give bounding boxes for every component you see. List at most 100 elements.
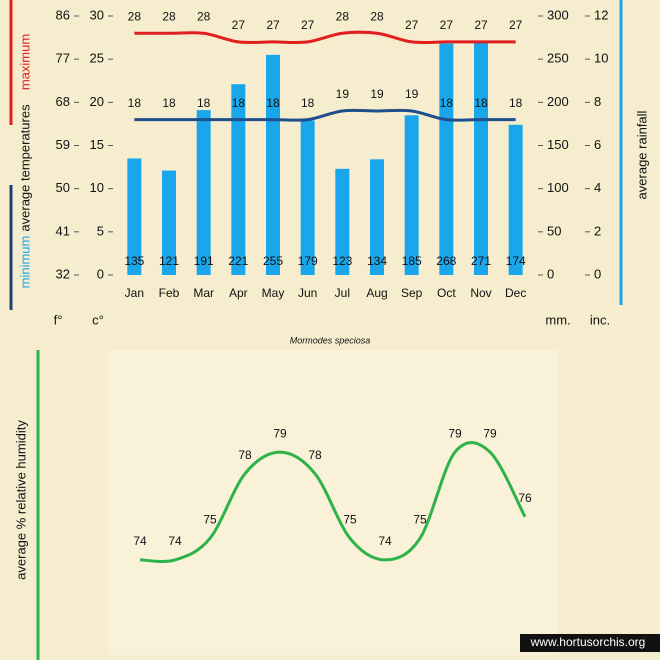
- tick-label: 250: [547, 51, 569, 66]
- tick-label: 2: [594, 223, 601, 238]
- value-label: 28: [128, 9, 142, 23]
- tick-label: 50: [547, 223, 561, 238]
- temperatures-label: average temperatures: [17, 104, 32, 232]
- tick-label: 25: [90, 51, 104, 66]
- bar-label: 135: [124, 254, 144, 268]
- x-tick-label: Jan: [125, 286, 144, 300]
- value-label: 18: [440, 96, 454, 110]
- bar: [196, 110, 211, 275]
- tick-label: 5: [97, 223, 104, 238]
- tick-label: 150: [547, 137, 569, 152]
- x-tick-label: Apr: [229, 286, 248, 300]
- value-label: 19: [336, 87, 350, 101]
- x-tick-label: Mar: [193, 286, 214, 300]
- value-label: 75: [343, 513, 357, 527]
- tick-label: 6: [594, 137, 601, 152]
- value-label: 19: [405, 87, 419, 101]
- value-label: 75: [413, 513, 427, 527]
- tick-label: 100: [547, 180, 569, 195]
- bar: [266, 54, 280, 275]
- tick-label: 8: [594, 94, 601, 109]
- x-tick-label: Jul: [335, 286, 350, 300]
- line: [139, 441, 527, 563]
- value-label: 79: [483, 426, 497, 440]
- tick-label: 200: [547, 94, 569, 109]
- bar: [508, 124, 523, 275]
- value-label: 75: [203, 513, 217, 527]
- x-tick-label: Nov: [470, 286, 491, 300]
- bar-label: 185: [402, 254, 422, 268]
- tick-label: 20: [90, 94, 104, 109]
- c-unit: c°: [92, 312, 104, 327]
- x-tick-label: Aug: [366, 286, 387, 300]
- value-label: 18: [301, 96, 315, 110]
- bar: [439, 43, 454, 276]
- bar-label: 134: [367, 254, 387, 268]
- value-label: 76: [518, 491, 532, 505]
- tick-label: 10: [594, 51, 608, 66]
- tick-label: 300: [547, 7, 569, 22]
- value-label: 18: [509, 96, 523, 110]
- bar: [404, 115, 419, 276]
- value-label: 27: [266, 18, 280, 32]
- value-label: 28: [370, 9, 384, 23]
- bar: [474, 41, 488, 275]
- bar: [127, 158, 142, 275]
- line: [134, 30, 516, 45]
- tick-label: 12: [594, 7, 608, 22]
- value-label: 27: [301, 18, 315, 32]
- minimum-label: minimum: [17, 236, 32, 289]
- value-label: 74: [133, 534, 147, 548]
- bar-label: 268: [436, 254, 456, 268]
- value-label: 78: [308, 448, 322, 462]
- bar-label: 121: [159, 254, 179, 268]
- value-label: 28: [162, 9, 176, 23]
- tick-label: 50: [56, 180, 70, 195]
- value-label: 18: [128, 96, 142, 110]
- bar: [231, 84, 246, 275]
- value-label: 19: [370, 87, 384, 101]
- humidity-label: average % relative humidity: [13, 420, 28, 580]
- caption: Mormodes speciosa: [290, 335, 371, 345]
- tick-label: 0: [547, 266, 554, 281]
- value-label: 78: [238, 448, 252, 462]
- value-label: 18: [266, 96, 280, 110]
- watermark: www.hortusorchis.org: [530, 635, 646, 649]
- tick-label: 68: [56, 94, 70, 109]
- value-label: 28: [197, 9, 211, 23]
- tick-label: 30: [90, 7, 104, 22]
- value-label: 74: [168, 534, 182, 548]
- tick-label: 77: [56, 51, 70, 66]
- bar-label: 123: [332, 254, 352, 268]
- value-label: 27: [474, 18, 488, 32]
- bar-label: 255: [263, 254, 283, 268]
- tick-label: 59: [56, 137, 70, 152]
- rainfall-label: average rainfall: [634, 110, 649, 199]
- value-label: 79: [448, 426, 462, 440]
- tick-label: 0: [594, 266, 601, 281]
- watermark-box: [520, 634, 660, 652]
- tick-label: 32: [56, 266, 70, 281]
- x-tick-label: Sep: [401, 286, 423, 300]
- tick-label: 41: [56, 223, 70, 238]
- value-label: 27: [509, 18, 523, 32]
- value-label: 18: [232, 96, 246, 110]
- tick-label: 0: [97, 266, 104, 281]
- value-label: 27: [405, 18, 419, 32]
- bar-label: 271: [471, 254, 491, 268]
- value-label: 28: [336, 9, 350, 23]
- x-tick-label: Dec: [505, 286, 526, 300]
- bar: [335, 168, 350, 275]
- tick-label: 15: [90, 137, 104, 152]
- bar-label: 179: [298, 254, 318, 268]
- value-label: 18: [474, 96, 488, 110]
- line: [134, 108, 516, 122]
- mm-unit: mm.: [545, 312, 570, 327]
- tick-label: 86: [56, 7, 70, 22]
- inch-unit: inc.: [590, 312, 610, 327]
- value-label: 27: [440, 18, 454, 32]
- maximum-label: maximum: [17, 34, 32, 90]
- x-tick-label: Feb: [159, 286, 180, 300]
- tick-label: 10: [90, 180, 104, 195]
- value-label: 79: [273, 426, 287, 440]
